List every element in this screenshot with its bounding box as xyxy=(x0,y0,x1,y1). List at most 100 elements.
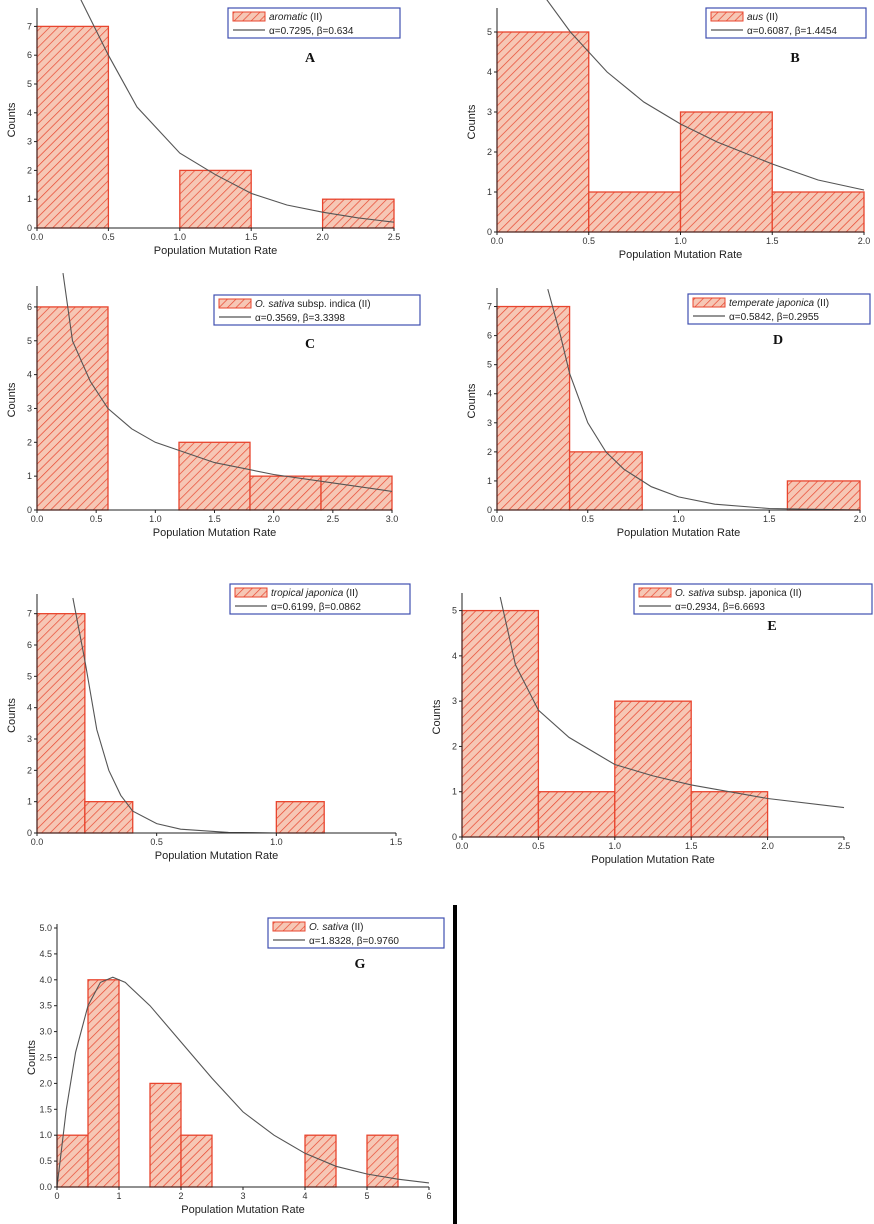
y-tick-label: 1 xyxy=(27,797,32,807)
x-tick-label: 2.0 xyxy=(858,236,871,246)
legend-fit-label: α=1.8328, β=0.9760 xyxy=(309,936,399,947)
legend-bar-swatch xyxy=(272,921,306,932)
x-tick-label: 2.5 xyxy=(327,514,340,524)
histogram-bar xyxy=(304,1134,337,1188)
y-tick-label: 0 xyxy=(487,227,492,237)
legend-box xyxy=(633,583,873,615)
y-tick-label: 7 xyxy=(27,21,32,31)
legend-bar-swatch xyxy=(710,11,744,22)
legend-bar-label: aus (II) xyxy=(747,12,778,23)
legend-bar-label: tropical japonica (II) xyxy=(271,588,358,599)
legend-bar-label: aromatic (II) xyxy=(269,12,322,23)
y-tick-label: 6 xyxy=(487,331,492,341)
x-tick-label: 0.5 xyxy=(581,514,594,524)
x-tick-label: 3.0 xyxy=(386,514,399,524)
histogram-bar xyxy=(690,791,769,838)
x-tick-label: 2.0 xyxy=(267,514,280,524)
x-tick-label: 1.0 xyxy=(174,232,187,242)
x-tick-label: 1.0 xyxy=(672,514,685,524)
x-tick-label: 1.5 xyxy=(208,514,221,524)
chart-panel-d: 0.0 0.5 1.0 1.5 2.0 0 1 2 3 4 5 6 7 Population Mutati… xyxy=(466,288,871,539)
x-tick-label: 1.0 xyxy=(609,841,622,851)
y-tick-label: 3 xyxy=(452,696,457,706)
x-tick-label: 1.5 xyxy=(245,232,258,242)
y-tick-label: 5.0 xyxy=(39,923,52,933)
y-tick-label: 2 xyxy=(452,741,457,751)
y-tick-label: 0 xyxy=(487,505,492,515)
x-axis-label: Population Mutation Rate xyxy=(617,527,741,539)
histogram-bar xyxy=(496,31,590,233)
x-tick-label: 0.0 xyxy=(491,236,504,246)
x-tick-label: 5 xyxy=(364,1191,369,1201)
panel-letter: G xyxy=(355,957,366,972)
y-tick-label: 7 xyxy=(27,609,32,619)
y-tick-label: 1.5 xyxy=(39,1104,52,1114)
chart-panel-c: 0.0 0.5 1.0 1.5 2.0 2.5 3.0 0 1 2 3 4 5 6 Population M… xyxy=(6,273,421,539)
x-tick-label: 1 xyxy=(116,1191,121,1201)
y-tick-label: 3 xyxy=(27,137,32,147)
chart-panel-b: 0.0 0.5 1.0 1.5 2.0 0 1 2 3 4 5 Population Mutation… xyxy=(466,0,870,261)
legend-bar-swatch xyxy=(218,298,252,309)
x-tick-label: 0 xyxy=(54,1191,59,1201)
histogram-bar xyxy=(568,451,643,511)
x-tick-label: 0.5 xyxy=(582,236,595,246)
chart-panel-g: 0 1 2 3 4 5 6 0.0 0.5 1.0 1.5 2.0 2.5 3.0 3.5 4.0 4.5 5.0… xyxy=(26,917,445,1216)
x-tick-label: 2.0 xyxy=(316,232,329,242)
histogram-bar xyxy=(786,480,861,511)
y-tick-label: 4 xyxy=(487,67,492,77)
x-tick-label: 0.0 xyxy=(456,841,469,851)
legend-fit-label: α=0.5842, β=0.2955 xyxy=(729,312,819,323)
histogram-bar xyxy=(679,111,773,233)
y-tick-label: 0 xyxy=(452,832,457,842)
panel-letter: E xyxy=(767,619,776,634)
y-tick-label: 3.0 xyxy=(39,1027,52,1037)
x-tick-label: 0.5 xyxy=(90,514,103,524)
legend: aus (II) α=0.6087, β=1.4454 xyxy=(705,7,867,39)
histogram-bar xyxy=(366,1134,399,1188)
x-axis-label: Population Mutation Rate xyxy=(619,249,743,261)
y-tick-label: 4 xyxy=(27,108,32,118)
x-tick-label: 2.0 xyxy=(761,841,774,851)
legend-fit-label: α=0.7295, β=0.634 xyxy=(269,26,354,37)
legend: O. sativa subsp. indica (II) α=0.3569, β=… xyxy=(213,294,421,326)
y-tick-label: 3 xyxy=(27,734,32,744)
fit-curve xyxy=(72,597,396,834)
x-axis-label: Population Mutation Rate xyxy=(155,850,279,862)
x-tick-label: 2.5 xyxy=(388,232,401,242)
y-tick-label: 6 xyxy=(27,302,32,312)
y-tick-label: 1 xyxy=(27,194,32,204)
histogram-bar xyxy=(588,191,682,233)
legend-box xyxy=(227,7,401,39)
y-tick-label: 1 xyxy=(27,471,32,481)
histogram-bar xyxy=(320,475,393,511)
y-tick-label: 4 xyxy=(27,370,32,380)
y-tick-label: 6 xyxy=(27,640,32,650)
x-tick-label: 0.0 xyxy=(31,837,44,847)
histogram-bar xyxy=(84,801,134,834)
x-tick-label: 1.5 xyxy=(390,837,403,847)
histogram-bar xyxy=(614,700,692,838)
y-tick-label: 4 xyxy=(487,389,492,399)
x-tick-label: 1.5 xyxy=(766,236,779,246)
y-tick-label: 4.0 xyxy=(39,975,52,985)
histogram-bar xyxy=(537,791,616,838)
legend-fit-label: α=0.6087, β=1.4454 xyxy=(747,26,837,37)
fit-curve xyxy=(62,273,393,492)
fit-curve xyxy=(56,976,430,1188)
legend-bar-swatch xyxy=(638,587,672,598)
y-axis-label: Counts xyxy=(466,104,478,139)
fit-curve xyxy=(546,0,865,191)
y-axis-label: Counts xyxy=(6,382,18,417)
histogram-bar xyxy=(36,613,86,834)
y-tick-label: 5 xyxy=(452,606,457,616)
legend-fit-label: α=0.2934, β=6.6693 xyxy=(675,602,765,613)
legend: tropical japonica (II) α=0.6199, β=0.0862 xyxy=(229,583,411,615)
y-tick-label: 3 xyxy=(487,418,492,428)
y-tick-label: 2 xyxy=(487,447,492,457)
histogram-bar xyxy=(178,441,251,511)
x-tick-label: 0.5 xyxy=(532,841,545,851)
y-tick-label: 4 xyxy=(452,651,457,661)
histogram-bar xyxy=(36,25,110,229)
y-axis-label: Counts xyxy=(6,102,18,137)
legend: aromatic (II) α=0.7295, β=0.634 xyxy=(227,7,401,39)
